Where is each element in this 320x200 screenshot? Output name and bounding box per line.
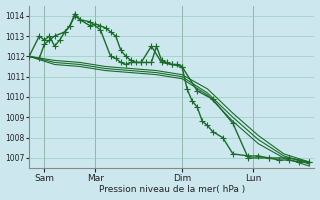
X-axis label: Pression niveau de la mer( hPa ): Pression niveau de la mer( hPa ) xyxy=(99,185,245,194)
